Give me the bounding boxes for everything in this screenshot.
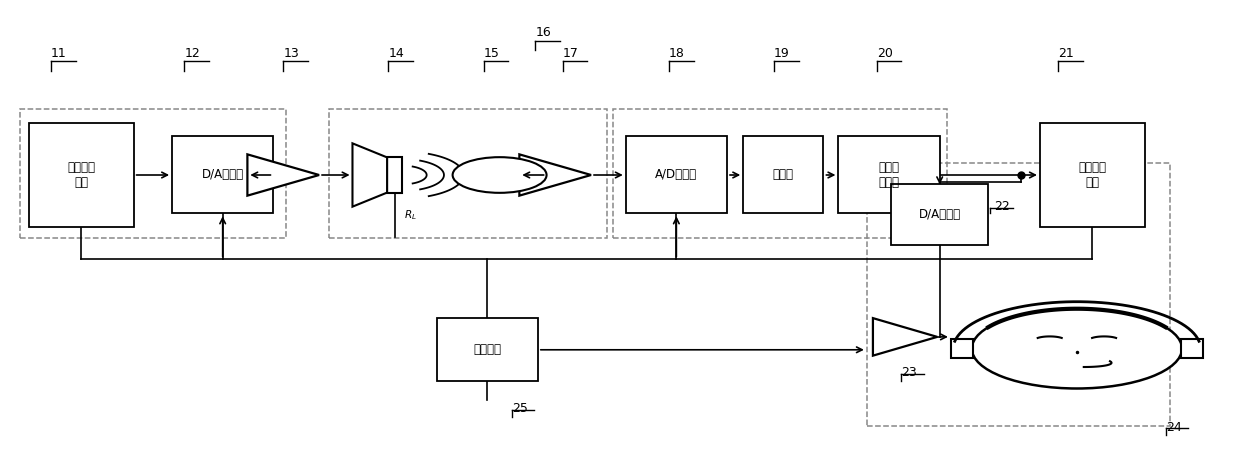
Circle shape bbox=[971, 309, 1182, 388]
Text: 信号生成
模块: 信号生成 模块 bbox=[67, 161, 95, 189]
Text: 11: 11 bbox=[51, 47, 67, 60]
Bar bbox=[839, 136, 939, 213]
Bar bbox=[172, 136, 274, 213]
Text: D/A转化器: D/A转化器 bbox=[202, 168, 244, 181]
Text: 23: 23 bbox=[901, 366, 917, 379]
Text: 17: 17 bbox=[563, 47, 579, 60]
Bar bbox=[892, 185, 987, 245]
Circle shape bbox=[452, 157, 546, 193]
Bar bbox=[743, 136, 824, 213]
Text: 19: 19 bbox=[774, 47, 789, 60]
Text: 20: 20 bbox=[877, 47, 892, 60]
Bar bbox=[28, 123, 134, 227]
Text: 13: 13 bbox=[284, 47, 299, 60]
Text: 15: 15 bbox=[483, 47, 499, 60]
Text: 辨识算法
模块: 辨识算法 模块 bbox=[1078, 161, 1106, 189]
Text: D/A转化器: D/A转化器 bbox=[918, 208, 960, 221]
Text: 12: 12 bbox=[185, 47, 201, 60]
Text: 24: 24 bbox=[1166, 421, 1182, 434]
Bar bbox=[330, 110, 607, 238]
Bar bbox=[20, 110, 286, 238]
Bar bbox=[387, 157, 401, 193]
Bar bbox=[1040, 123, 1145, 227]
Polygon shape bbox=[248, 154, 320, 196]
Text: 自适应
滤波器: 自适应 滤波器 bbox=[878, 161, 900, 189]
Text: $R_L$: $R_L$ bbox=[404, 208, 418, 222]
Bar bbox=[436, 318, 538, 381]
Text: 16: 16 bbox=[535, 26, 551, 39]
Text: 22: 22 bbox=[994, 201, 1010, 213]
Text: A/D转化器: A/D转化器 bbox=[655, 168, 698, 181]
Bar bbox=[1181, 339, 1203, 358]
Bar bbox=[613, 110, 947, 238]
Text: 控制模块: 控制模块 bbox=[473, 343, 502, 356]
Polygon shape bbox=[873, 318, 937, 355]
Polygon shape bbox=[519, 154, 591, 196]
Text: 14: 14 bbox=[388, 47, 404, 60]
Bar bbox=[950, 339, 973, 358]
Bar bbox=[867, 163, 1170, 426]
Bar bbox=[626, 136, 727, 213]
Polygon shape bbox=[352, 143, 387, 207]
Text: 25: 25 bbox=[512, 402, 528, 415]
Text: 18: 18 bbox=[669, 47, 685, 60]
Text: 缓冲区: 缓冲区 bbox=[773, 168, 794, 181]
Text: 21: 21 bbox=[1058, 47, 1074, 60]
